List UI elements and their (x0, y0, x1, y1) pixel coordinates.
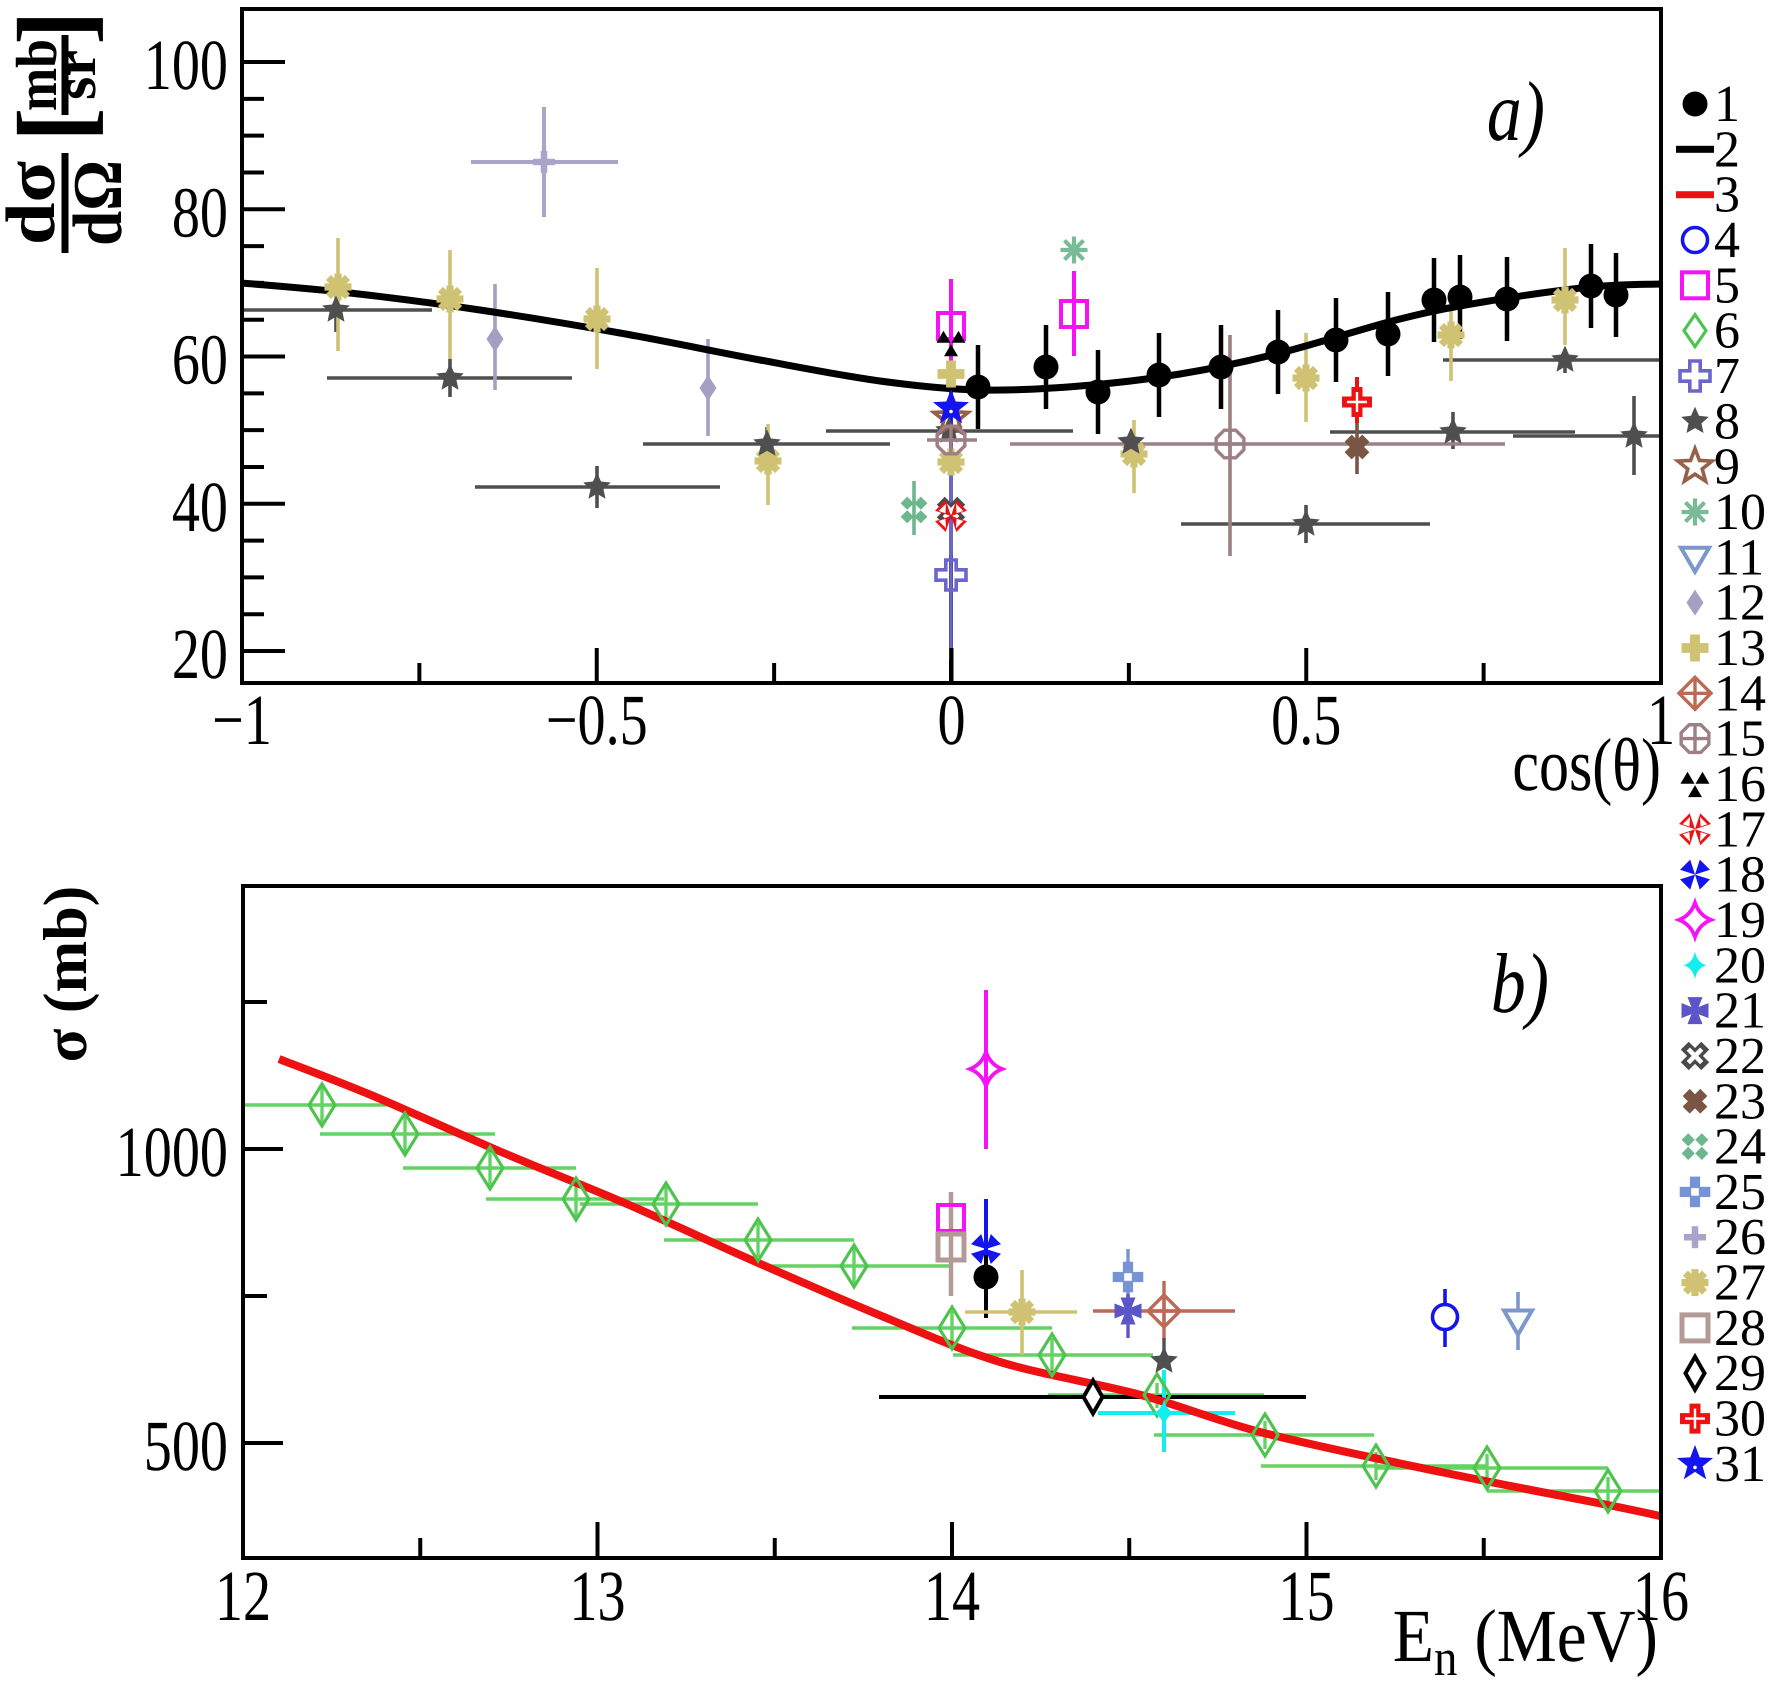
svg-text:]: ] (0, 10, 112, 45)
svg-text:6: 6 (1714, 303, 1740, 360)
svg-text:14: 14 (924, 1556, 980, 1636)
svg-text:8: 8 (1714, 393, 1740, 450)
svg-text:11: 11 (1714, 529, 1764, 586)
svg-text:b): b) (1491, 937, 1549, 1031)
svg-text:−1: −1 (212, 680, 272, 760)
svg-text:1: 1 (1714, 76, 1740, 133)
svg-text:2: 2 (1714, 121, 1740, 178)
svg-text:24: 24 (1714, 1119, 1766, 1176)
svg-text:13: 13 (569, 1556, 625, 1636)
svg-text:16: 16 (1633, 1556, 1689, 1636)
svg-text:7: 7 (1714, 348, 1740, 405)
svg-text:3: 3 (1714, 167, 1740, 224)
svg-text:dσ: dσ (0, 161, 70, 245)
svg-text:9: 9 (1714, 439, 1740, 496)
svg-text:80: 80 (172, 172, 228, 252)
svg-text:18: 18 (1714, 847, 1766, 904)
svg-text:13: 13 (1714, 620, 1766, 677)
svg-text:100: 100 (144, 25, 228, 105)
svg-text:[: [ (0, 107, 112, 142)
svg-text:sr: sr (43, 50, 108, 100)
svg-text:29: 29 (1714, 1345, 1766, 1402)
svg-text:25: 25 (1714, 1164, 1766, 1221)
svg-text:27: 27 (1714, 1255, 1766, 1312)
svg-text:σ (mb): σ (mb) (32, 886, 100, 1063)
svg-text:1000: 1000 (116, 1112, 228, 1192)
svg-text:19: 19 (1714, 892, 1766, 949)
svg-text:dΩ: dΩ (60, 160, 137, 246)
svg-text:20: 20 (1714, 937, 1766, 994)
svg-text:0.5: 0.5 (1271, 680, 1341, 760)
svg-text:28: 28 (1714, 1300, 1766, 1357)
svg-text:60: 60 (172, 320, 228, 400)
svg-text:30: 30 (1714, 1391, 1766, 1448)
svg-text:1: 1 (1647, 680, 1675, 760)
svg-text:mb: mb (4, 39, 69, 111)
svg-text:12: 12 (1714, 575, 1766, 632)
svg-text:a): a) (1487, 65, 1545, 159)
svg-text:14: 14 (1714, 665, 1766, 722)
svg-text:22: 22 (1714, 1028, 1766, 1085)
svg-text:−0.5: −0.5 (546, 680, 648, 760)
svg-text:4: 4 (1714, 212, 1740, 269)
svg-text:31: 31 (1714, 1436, 1766, 1493)
svg-text:23: 23 (1714, 1073, 1766, 1130)
svg-text:17: 17 (1714, 801, 1766, 858)
svg-text:0: 0 (937, 680, 965, 760)
svg-text:40: 40 (172, 467, 228, 547)
svg-text:cos(θ): cos(θ) (1512, 724, 1661, 807)
svg-text:500: 500 (144, 1406, 228, 1486)
svg-text:16: 16 (1714, 756, 1766, 813)
svg-text:5: 5 (1714, 257, 1740, 314)
svg-text:En (MeV): En (MeV) (1393, 1595, 1658, 1687)
svg-text:26: 26 (1714, 1209, 1766, 1266)
svg-text:10: 10 (1714, 484, 1766, 541)
svg-text:12: 12 (215, 1556, 271, 1636)
svg-text:15: 15 (1714, 711, 1766, 768)
svg-text:21: 21 (1714, 983, 1766, 1040)
svg-text:20: 20 (172, 614, 228, 694)
svg-text:15: 15 (1278, 1556, 1334, 1636)
